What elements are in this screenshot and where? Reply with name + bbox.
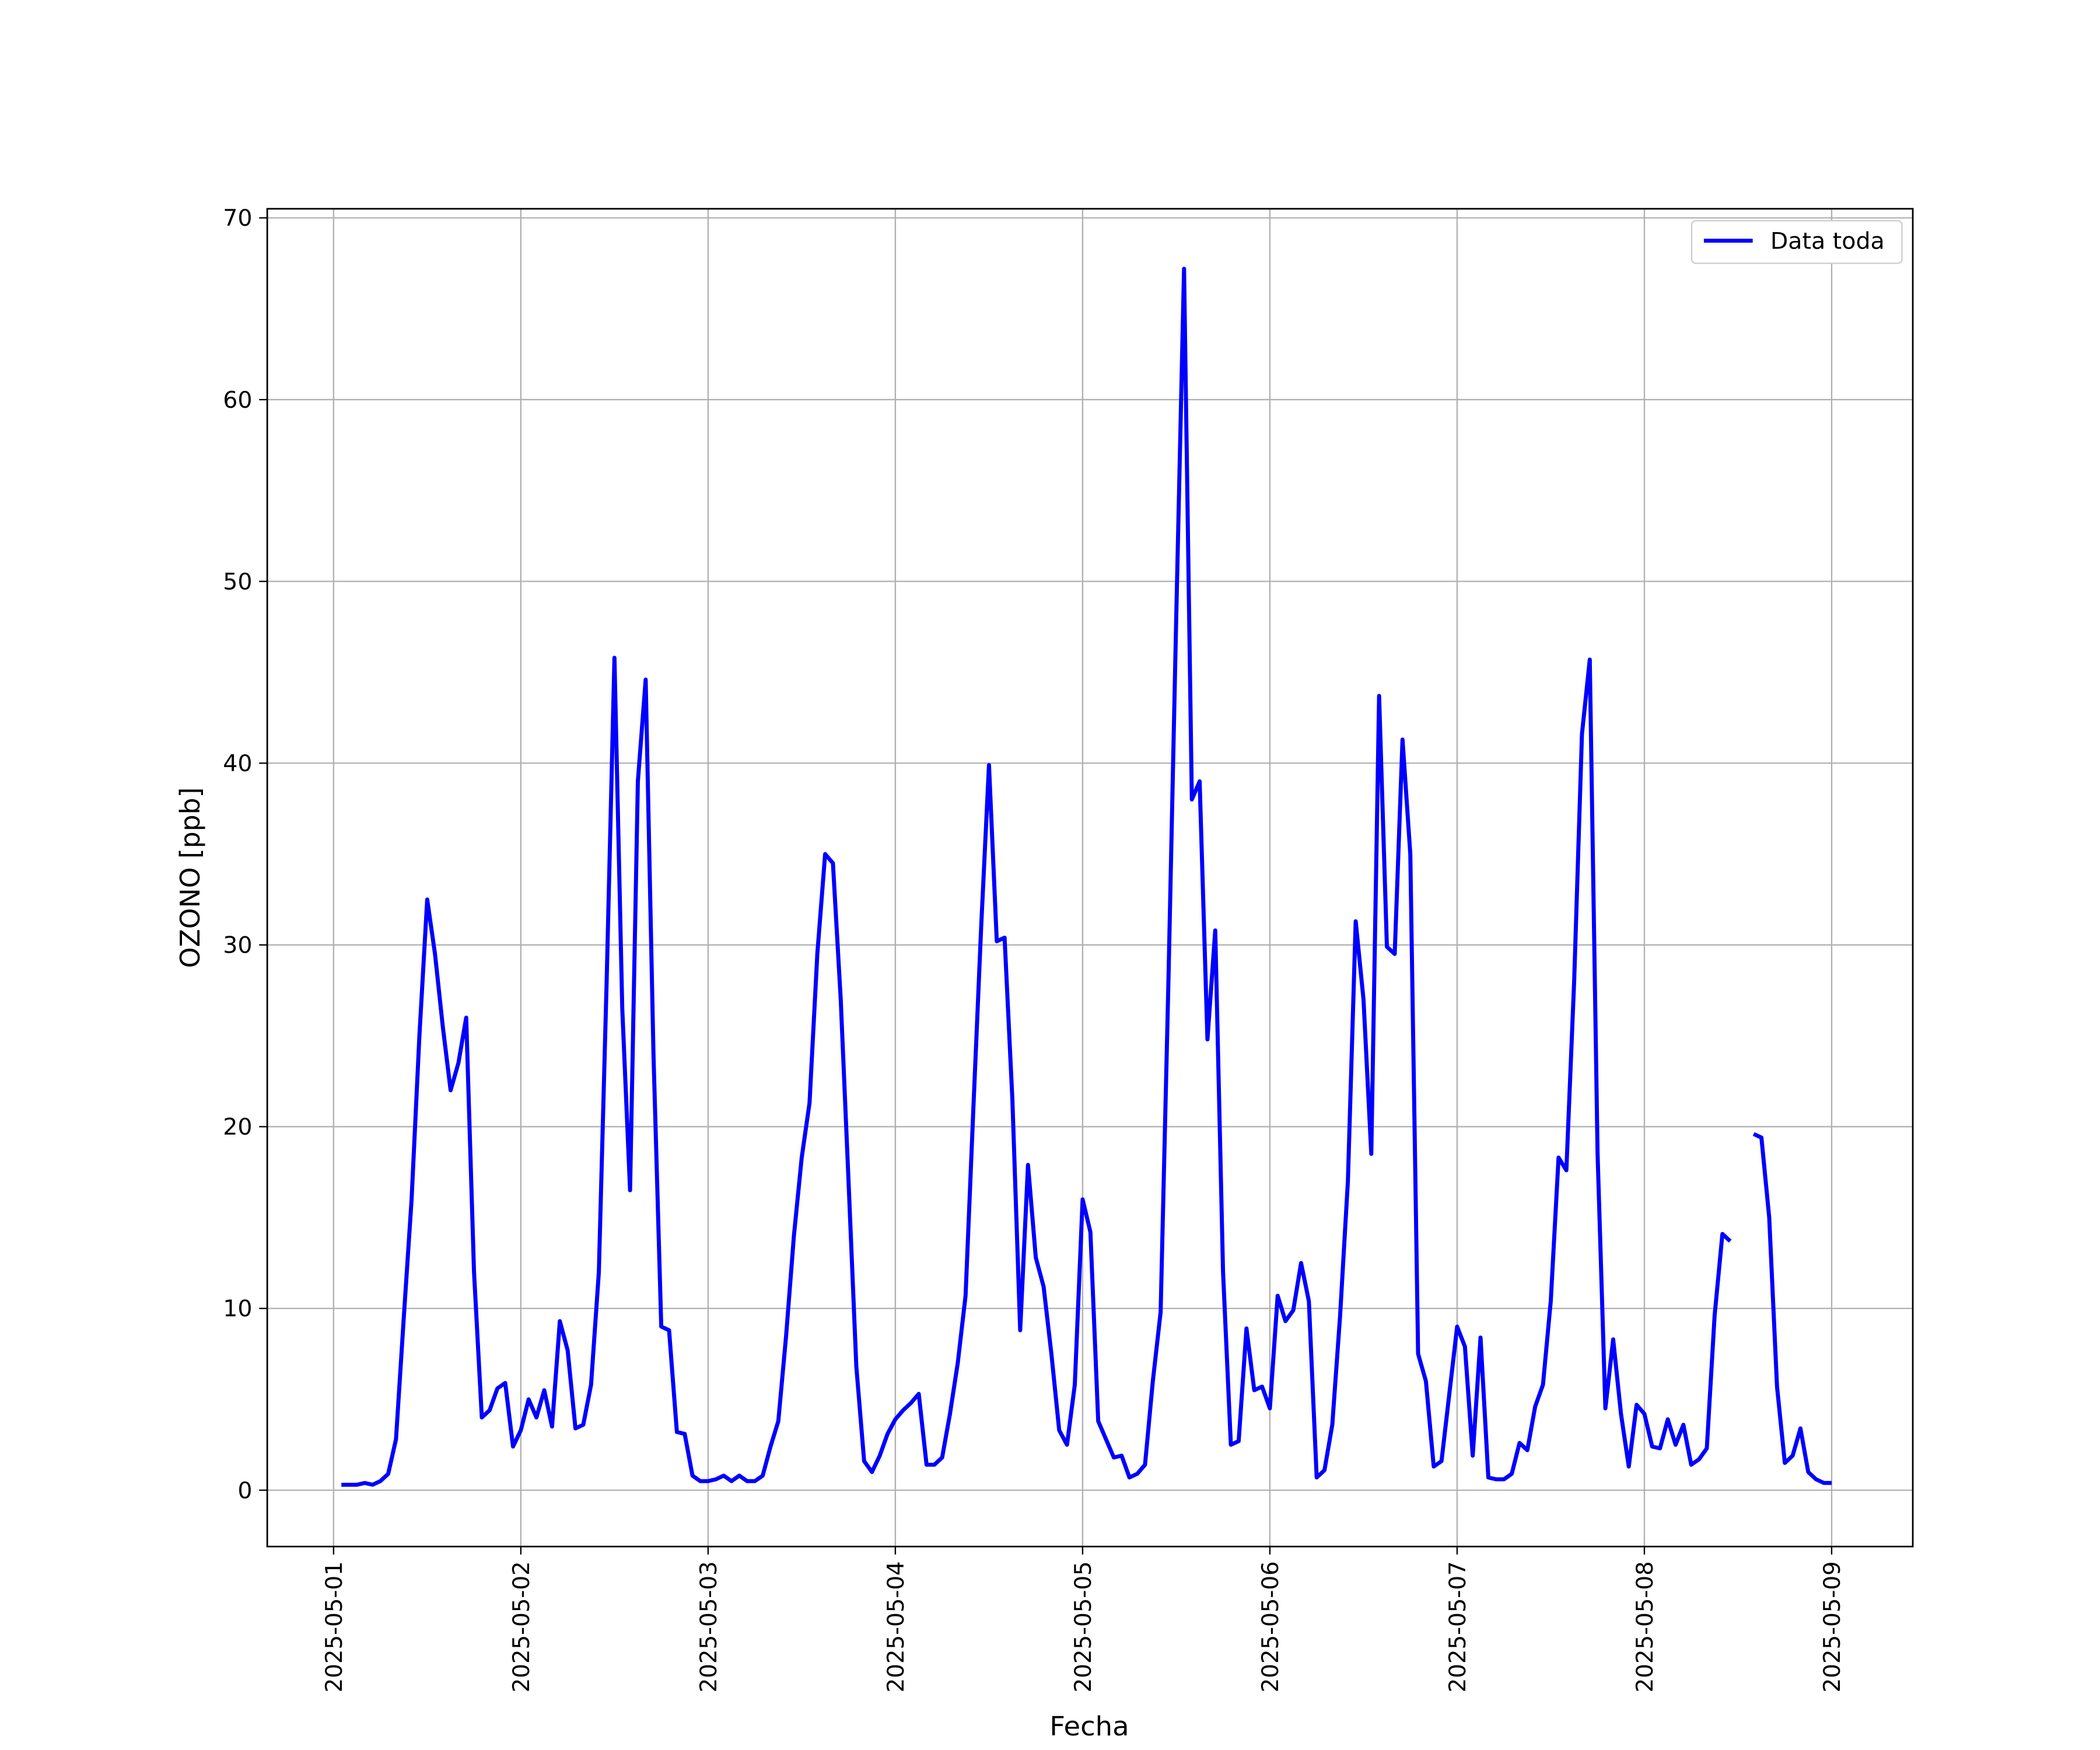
x-tick-label: 2025-05-09 <box>1819 1561 1846 1692</box>
y-tick-label: 70 <box>223 206 252 232</box>
legend-box <box>1690 220 1903 264</box>
grid <box>267 208 1913 1547</box>
y-tick-label: 0 <box>237 1478 252 1504</box>
x-tick-label: 2025-05-04 <box>883 1561 909 1692</box>
plot-lines <box>341 267 1832 1487</box>
x-axis-label: Fecha <box>1049 1710 1129 1741</box>
y-tick-label: 40 <box>223 751 252 777</box>
y-tick-label: 10 <box>223 1296 252 1322</box>
legend-label: Data toda <box>1770 229 1885 255</box>
ticks: 0 10 20 30 40 50 60 70 2025-05-01 2025-05-02 2025-… <box>223 206 1846 1693</box>
y-tick-label: 20 <box>223 1114 252 1140</box>
y-tick-label: 50 <box>223 569 252 596</box>
x-tick-label: 2025-05-08 <box>1632 1561 1658 1692</box>
x-tick-label: 2025-05-05 <box>1070 1561 1097 1692</box>
y-tick-label: 30 <box>223 933 252 959</box>
y-axis-label: OZONO [ppb] <box>174 788 206 968</box>
x-tick-label: 2025-05-02 <box>508 1561 534 1692</box>
x-tick-label: 2025-05-07 <box>1445 1561 1471 1692</box>
plot-frame <box>266 208 1914 1548</box>
x-tick-label: 2025-05-06 <box>1258 1561 1284 1692</box>
legend: Data toda <box>1690 220 1903 264</box>
x-tick-label: 2025-05-01 <box>321 1561 347 1692</box>
y-tick-label: 60 <box>223 387 252 414</box>
data-line <box>341 267 1832 1487</box>
x-tick-label: 2025-05-03 <box>695 1561 722 1692</box>
